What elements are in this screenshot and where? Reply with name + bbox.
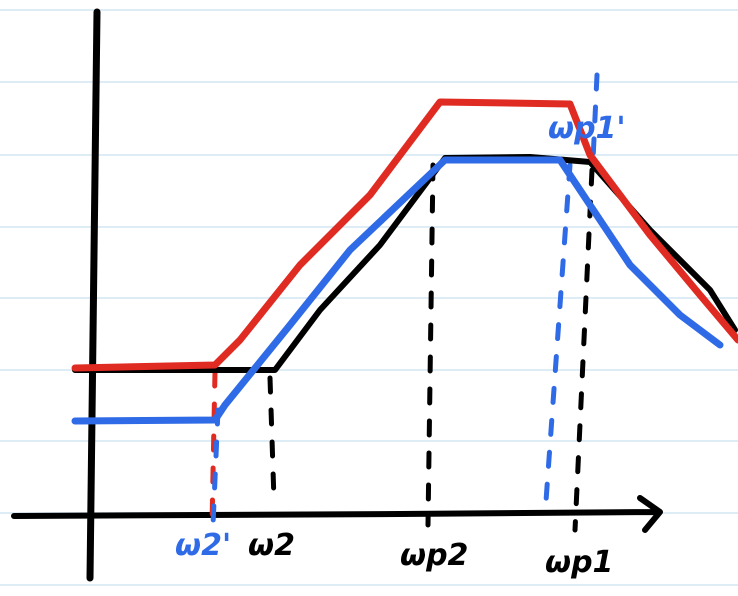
label: ωp1 [545, 545, 613, 580]
label: ω2' [175, 528, 231, 563]
y-axis [90, 12, 97, 578]
label: ωp2 [400, 538, 468, 573]
black-curve [75, 157, 735, 370]
x-axis [14, 498, 660, 530]
label: ωp1' [548, 111, 626, 146]
label: ω2 [248, 528, 295, 563]
red-curve [75, 102, 738, 368]
paper-lines [0, 10, 738, 585]
sketch: ω2' ω2 ωp2 ωp1 ωp1' [0, 0, 738, 596]
